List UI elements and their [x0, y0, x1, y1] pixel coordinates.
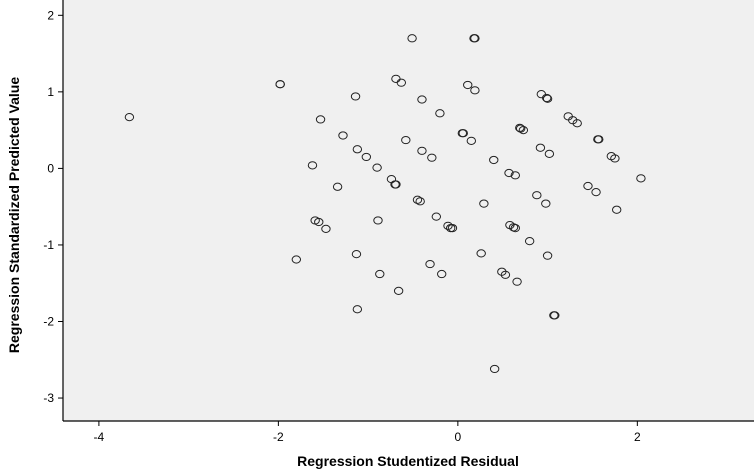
- scatter-point: [610, 154, 620, 163]
- scatter-point: [396, 78, 407, 87]
- scatter-point: [415, 197, 425, 206]
- scatter-point: [535, 143, 546, 152]
- y-tick-label: -2: [43, 314, 54, 328]
- scatter-point: [541, 199, 551, 208]
- scatter-point: [352, 145, 363, 154]
- scatter-point: [542, 251, 553, 260]
- scatter-point: [518, 126, 529, 135]
- y-axis-ticks: 2 1 0 -1 -2 -3: [43, 8, 63, 405]
- scatter-point: [307, 161, 318, 170]
- scatter-point: [338, 131, 348, 140]
- scatter-point: [412, 195, 423, 204]
- scatter-point: [425, 259, 435, 269]
- scatter-point: [524, 237, 535, 246]
- scatter-point: [489, 155, 499, 165]
- y-tick-label: -1: [43, 238, 54, 252]
- scatter-point: [401, 135, 411, 145]
- scatter-point: [391, 180, 401, 189]
- scatter-point: [542, 94, 553, 103]
- scatter-point: [512, 277, 522, 286]
- scatter-point: [447, 224, 458, 233]
- scatter-point: [275, 80, 285, 89]
- scatter-point: [443, 221, 453, 230]
- scatter-point: [350, 92, 361, 101]
- scatter-point: [458, 129, 468, 138]
- x-axis-title: Regression Studentized Residual: [297, 453, 519, 469]
- y-axis-title: Regression Standardized Predicted Value: [6, 77, 22, 353]
- scatter-point: [572, 119, 582, 128]
- scatter-point: [417, 95, 427, 104]
- scatter-point: [463, 80, 473, 90]
- scatter-point: [321, 224, 331, 233]
- scatter-point: [352, 305, 363, 314]
- scatter-point: [437, 269, 447, 279]
- scatter-point: [479, 199, 489, 208]
- x-tick-label: 0: [455, 430, 462, 444]
- scatter-point: [372, 163, 382, 172]
- scatter-point: [489, 364, 500, 374]
- scatter-point: [591, 188, 601, 197]
- x-axis-ticks: -4 -2 0 2: [94, 421, 641, 444]
- x-tick-label: 2: [634, 430, 641, 444]
- scatter-point: [435, 109, 445, 118]
- scatter-point: [594, 135, 604, 144]
- scatter-point: [515, 124, 526, 133]
- scatter-point: [544, 149, 555, 158]
- scatter-point: [332, 182, 343, 191]
- scatter-point: [510, 171, 520, 180]
- scatter-point: [532, 191, 542, 200]
- scatter-point: [636, 174, 646, 183]
- scatter-point: [508, 223, 519, 232]
- scatter-point: [427, 153, 437, 162]
- y-tick-label: -3: [43, 391, 54, 405]
- plot-area-background: [63, 0, 754, 421]
- scatter-point: [497, 267, 507, 276]
- scatter-point: [550, 311, 560, 320]
- scatter-point: [510, 224, 520, 233]
- y-tick-label: 1: [47, 85, 54, 99]
- scatter-point: [393, 286, 404, 295]
- scatter-point: [407, 34, 417, 43]
- scatter-point: [315, 115, 326, 124]
- scatter-point: [291, 255, 302, 264]
- scatter-point: [504, 168, 514, 178]
- scatter-point: [431, 212, 442, 221]
- x-tick-label: -4: [94, 430, 105, 444]
- y-tick-label: 0: [47, 161, 54, 175]
- scatter-point: [470, 86, 480, 95]
- scatter-point: [361, 152, 372, 162]
- scatter-point: [583, 181, 593, 191]
- scatter-point: [373, 216, 383, 225]
- scatter-point: [500, 270, 511, 279]
- scatter-point: [124, 113, 135, 122]
- scatter-point: [470, 34, 480, 43]
- scatter-point: [417, 146, 427, 155]
- scatter-point: [476, 249, 486, 258]
- scatter-point: [611, 205, 622, 214]
- scatter-point: [314, 217, 324, 227]
- scatter-point: [466, 136, 477, 145]
- scatter-point: [542, 93, 552, 103]
- data-points: [124, 34, 646, 374]
- y-tick-label: 2: [47, 8, 54, 22]
- scatter-point: [351, 250, 362, 259]
- scatter-point: [375, 269, 385, 279]
- x-tick-label: -2: [273, 430, 284, 444]
